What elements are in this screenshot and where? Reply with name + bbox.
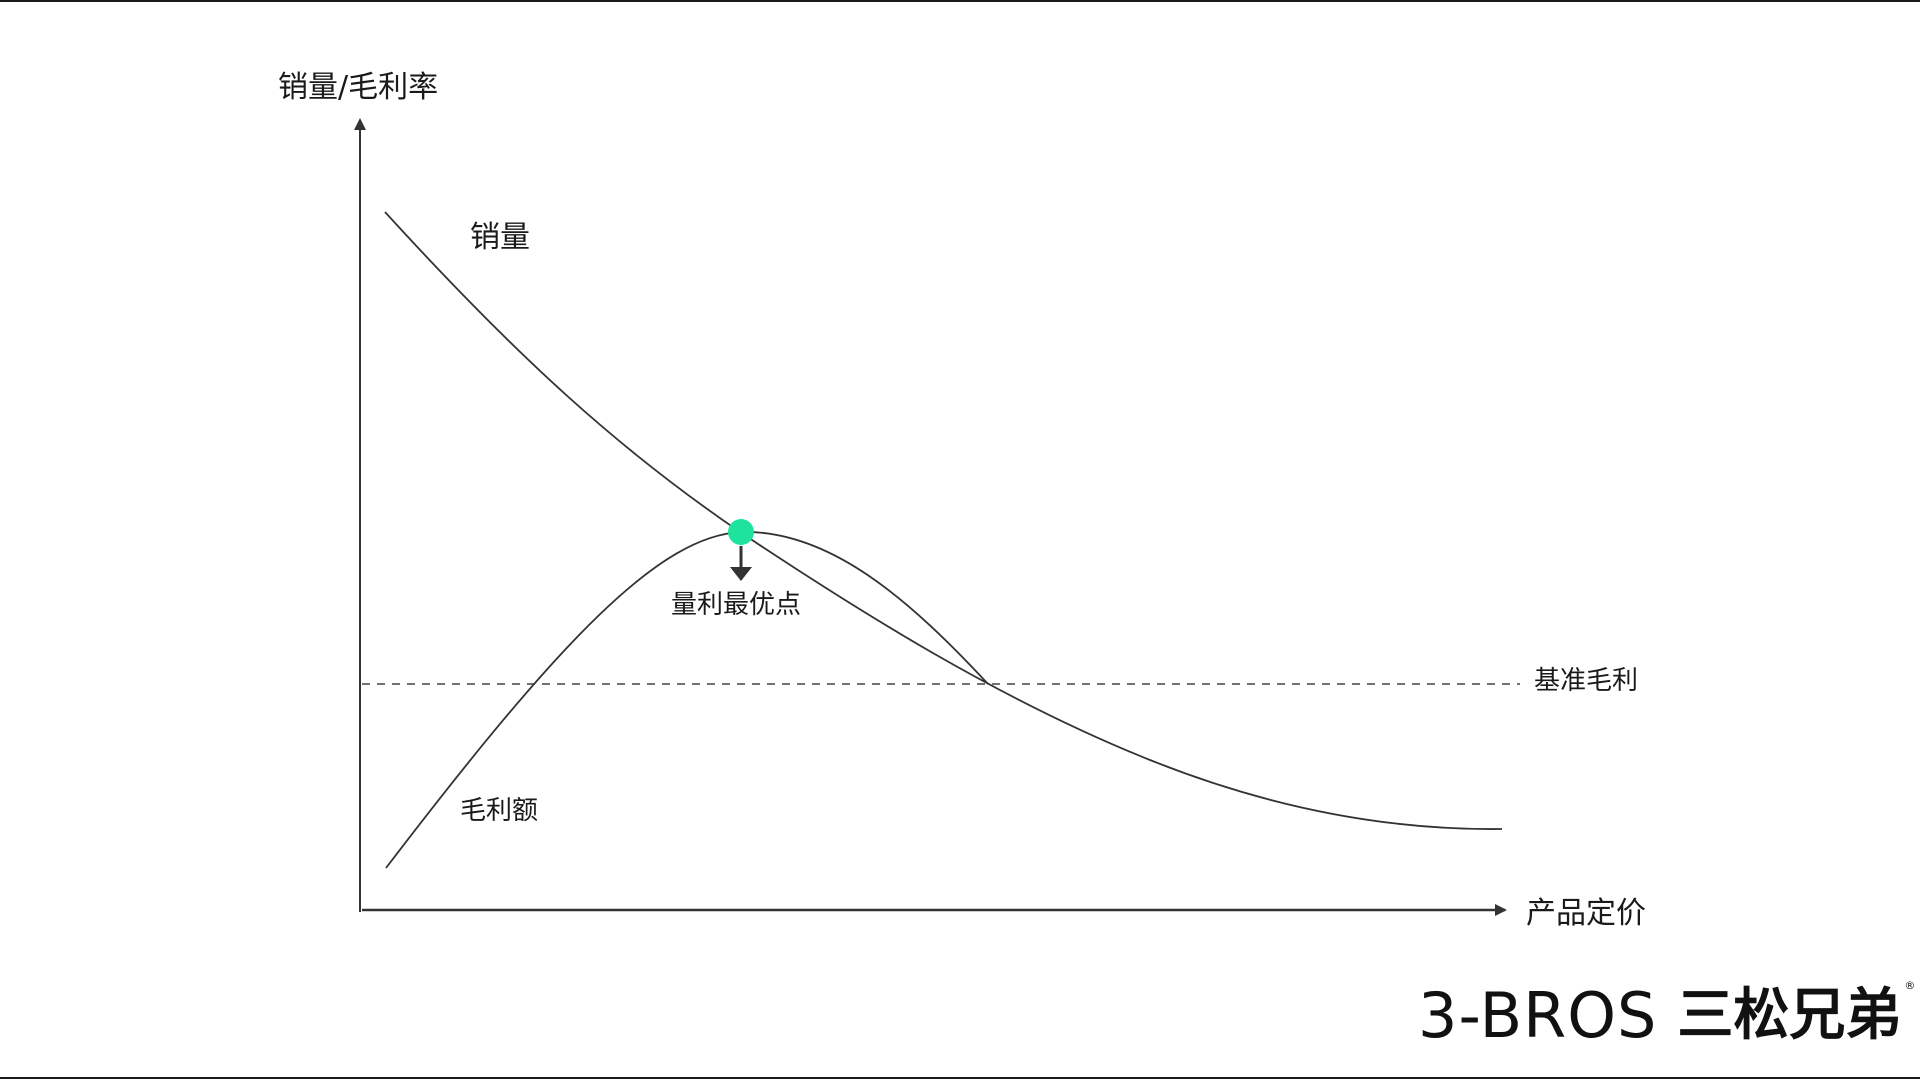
- registered-mark: ®: [1904, 979, 1916, 992]
- sales-curve-label: 销量: [470, 220, 530, 255]
- bottom-border-rule: [0, 1077, 1920, 1079]
- brand-logo: 3-BROS 三松兄弟 ®: [1418, 979, 1915, 1052]
- top-border-rule: [0, 0, 1920, 2]
- x-axis-label: 产品定价: [1526, 896, 1646, 931]
- y-axis-label: 销量/毛利率: [278, 70, 439, 105]
- optimum-point-label: 量利最优点: [671, 590, 802, 620]
- optimum-point: [728, 519, 754, 545]
- gross-margin-curve: [385, 531, 989, 869]
- brand-logo-cn-text: 三松兄弟: [1677, 983, 1902, 1048]
- margin-curve-label: 毛利额: [460, 796, 539, 826]
- sales-volume-curve: [384, 211, 1503, 830]
- baseline-margin-label: 基准毛利: [1534, 666, 1639, 696]
- brand-logo-cn: 三松兄弟 ®: [1677, 980, 1915, 1044]
- optimum-arrow-head: [730, 567, 752, 581]
- brand-logo-en: 3-BROS: [1418, 979, 1658, 1052]
